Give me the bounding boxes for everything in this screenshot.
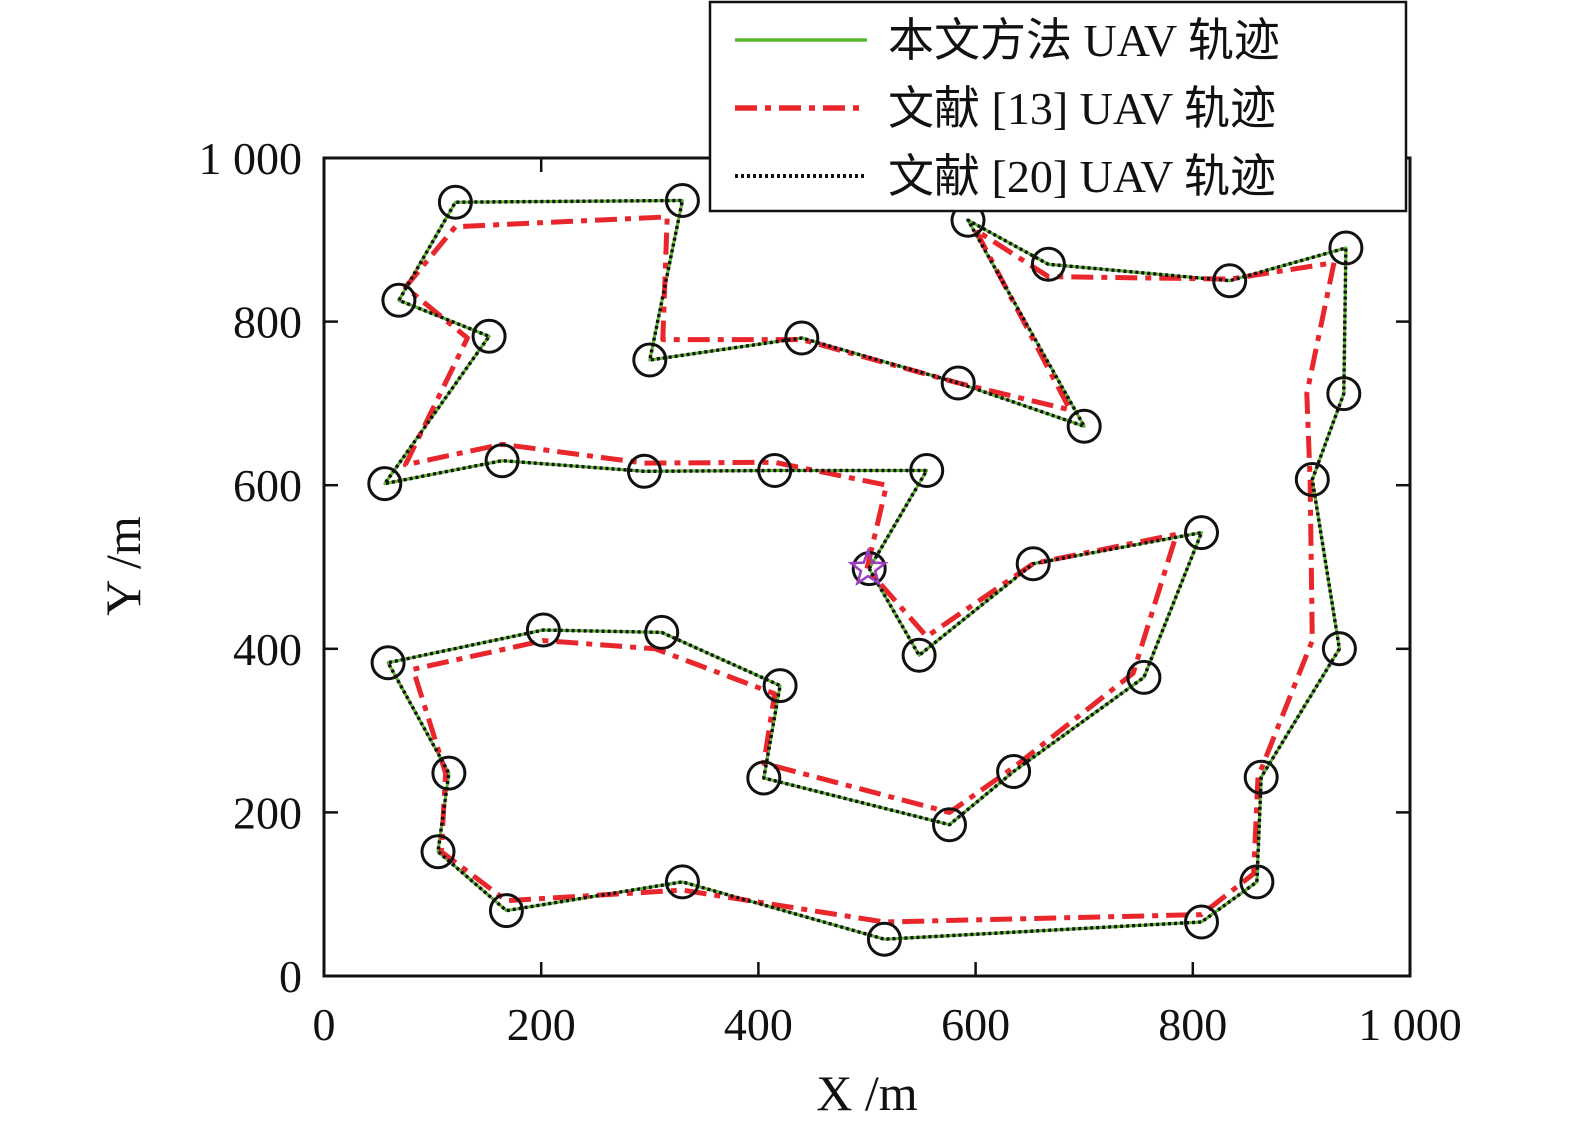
series-line-2	[402, 214, 1337, 925]
node-marker-23	[1184, 515, 1219, 551]
y-tick-label: 400	[233, 624, 302, 675]
x-tick-label: 200	[507, 999, 576, 1050]
node-marker-25	[996, 754, 1032, 789]
node-marker-24	[1126, 659, 1162, 695]
node-marker-4	[471, 318, 507, 354]
x-tick-label: 800	[1158, 999, 1227, 1050]
start-star-marker	[847, 546, 889, 587]
x-tick-label: 600	[941, 999, 1010, 1050]
y-tick-label: 0	[279, 951, 302, 1002]
node-marker-37	[1184, 904, 1219, 940]
node-marker-17	[626, 453, 662, 489]
node-marker-1	[437, 184, 473, 220]
node-marker-35	[664, 864, 700, 900]
x-tick-label: 1 000	[1358, 999, 1462, 1050]
node-marker-22	[1015, 546, 1051, 582]
node-marker-29	[644, 614, 680, 650]
y-tick-label: 600	[233, 460, 302, 511]
x-axis-label: X /m	[816, 1065, 918, 1121]
node-marker-26	[932, 807, 967, 843]
node-marker-33	[420, 834, 456, 870]
node-marker-31	[370, 645, 406, 681]
y-tick-label: 200	[233, 787, 302, 838]
node-marker-21	[901, 637, 937, 673]
y-axis-label: Y /m	[95, 516, 151, 616]
node-marker-36	[866, 921, 902, 957]
node-marker-38	[1239, 864, 1275, 900]
node-marker-7	[940, 365, 976, 401]
node-marker-28	[762, 668, 798, 704]
y-tick-label: 800	[233, 297, 302, 348]
node-marker-5	[632, 342, 668, 378]
node-marker-13	[1326, 376, 1362, 412]
x-tick-label: 0	[313, 999, 336, 1050]
node-marker-2	[664, 183, 700, 218]
node-layer	[367, 183, 1364, 957]
node-marker-40	[1321, 631, 1357, 667]
node-marker-11	[1212, 263, 1248, 299]
series-line-3	[383, 198, 1348, 941]
node-marker-34	[488, 893, 524, 929]
series-layer	[383, 198, 1348, 941]
node-marker-10	[1030, 246, 1066, 282]
node-marker-8	[1066, 408, 1102, 444]
node-marker-15	[367, 466, 403, 502]
legend-label-2: 文献 [13] UAV 轨迹	[888, 83, 1276, 134]
node-marker-39	[1243, 759, 1279, 795]
node-marker-12	[1328, 230, 1364, 266]
x-tick-label: 400	[724, 999, 793, 1050]
node-marker-3	[381, 282, 417, 318]
y-tick-label: 1 000	[199, 133, 303, 184]
node-marker-27	[746, 760, 782, 796]
node-marker-30	[525, 612, 561, 648]
node-marker-32	[431, 755, 467, 791]
node-marker-19	[909, 453, 945, 488]
legend-label-3: 文献 [20] UAV 轨迹	[888, 151, 1276, 202]
tick-layer: 0 200 400 600 800 1 000 0 200 400 600 800 1 000	[199, 133, 1462, 1050]
node-marker-14	[1294, 462, 1330, 497]
legend-label-1: 本文方法 UAV 轨迹	[888, 15, 1280, 66]
start-layer	[847, 546, 889, 587]
node-marker-16	[484, 443, 520, 479]
node-marker-6	[784, 320, 820, 356]
node-marker-18	[757, 453, 793, 488]
